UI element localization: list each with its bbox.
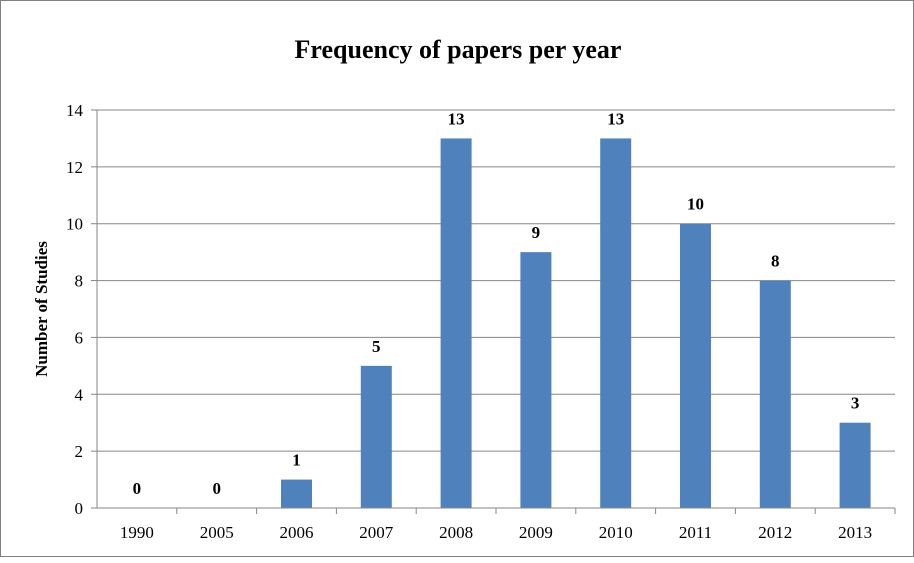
data-label-2010: 13 xyxy=(607,109,624,128)
x-tick-label-2010: 2010 xyxy=(599,523,633,542)
data-labels: 0 0 1 5 13 9 13 10 8 3 xyxy=(133,109,860,498)
data-label-2006: 1 xyxy=(292,451,301,470)
y-tick-label: 4 xyxy=(75,385,84,404)
y-tick-label: 10 xyxy=(66,215,83,234)
y-tick-label: 14 xyxy=(66,101,84,120)
data-label-2009: 9 xyxy=(532,223,541,242)
x-tick-label-1990: 1990 xyxy=(120,523,154,542)
y-tick-label: 6 xyxy=(75,328,84,347)
x-tick-label-2012: 2012 xyxy=(758,523,792,542)
bar-2013 xyxy=(839,422,871,508)
gridlines xyxy=(97,109,895,452)
chart-title: Frequency of papers per year xyxy=(295,35,622,64)
y-axis-title: Number of Studies xyxy=(32,241,51,377)
data-label-1990: 0 xyxy=(133,479,142,498)
x-tick-label-2009: 2009 xyxy=(519,523,553,542)
x-tick-label-2011: 2011 xyxy=(679,523,712,542)
data-label-2012: 8 xyxy=(771,252,780,271)
data-label-2011: 10 xyxy=(687,195,704,214)
x-tick-label-2006: 2006 xyxy=(280,523,314,542)
axes xyxy=(91,109,896,514)
y-tick-label: 0 xyxy=(75,499,84,518)
bar-2011 xyxy=(680,223,711,508)
data-label-2005: 0 xyxy=(212,479,221,498)
data-label-2008: 13 xyxy=(448,109,465,128)
x-tick-label-2005: 2005 xyxy=(200,523,234,542)
y-tick-label: 8 xyxy=(75,272,84,291)
bar-2008 xyxy=(440,138,472,508)
x-tick-labels: 1990 2005 2006 2007 2008 2009 2010 2011 2012 2013 xyxy=(120,523,872,542)
y-tick-label: 12 xyxy=(66,158,83,177)
y-tick-labels: 0 2 4 6 8 10 12 14 xyxy=(66,101,84,518)
y-tick-label: 2 xyxy=(75,442,84,461)
bar-2012 xyxy=(759,280,791,508)
data-label-2007: 5 xyxy=(372,337,381,356)
bar-2007 xyxy=(360,365,392,508)
bar-2010 xyxy=(600,138,632,508)
bar-2009 xyxy=(520,252,552,508)
bar-2006 xyxy=(281,479,312,508)
data-label-2013: 3 xyxy=(851,394,860,413)
x-tick-label-2013: 2013 xyxy=(838,523,872,542)
x-tick-label-2008: 2008 xyxy=(439,523,473,542)
x-tick-label-2007: 2007 xyxy=(359,523,394,542)
bars xyxy=(281,138,871,508)
